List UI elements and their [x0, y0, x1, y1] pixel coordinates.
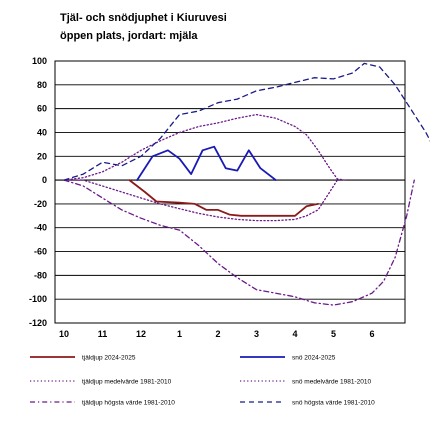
- legend-label-5: snö högsta värde 1981-2010: [292, 400, 375, 407]
- y-tick-label: -20: [34, 199, 47, 209]
- x-tick-label: 4: [292, 329, 297, 339]
- x-tick-label: 3: [254, 329, 259, 339]
- legend: tjäldjup 2024-2025 snö 2024-2025 tjäldjup …: [30, 355, 375, 407]
- gridlines: [55, 84, 405, 300]
- legend-label-3: snö medelvärde 1981-2010: [292, 379, 372, 386]
- y-tick-label: 40: [37, 127, 47, 137]
- y-tick-label: 0: [42, 175, 47, 185]
- y-axis-ticks: 100 80 60 40 20 0 -20 -40 -60 -80 -100 -120: [29, 56, 47, 328]
- chart-subtitle: öppen plats, jordart: mjäla: [60, 30, 198, 42]
- x-tick-label: 10: [59, 329, 69, 339]
- y-tick-label: -60: [34, 247, 47, 257]
- series-line-2: [63, 179, 338, 222]
- plot-area: [54, 60, 406, 324]
- y-tick-label: 80: [37, 80, 47, 90]
- series-line-5: [63, 62, 430, 181]
- y-tick-label: 60: [37, 104, 47, 114]
- series-lines: [63, 62, 430, 306]
- x-tick-label: 6: [369, 329, 374, 339]
- legend-label-0: tjäldjup 2024-2025: [82, 355, 136, 362]
- series-line-1: [136, 145, 277, 182]
- y-tick-label: 20: [37, 151, 47, 161]
- legend-label-1: snö 2024-2025: [292, 355, 336, 362]
- x-tick-label: 1: [177, 329, 182, 339]
- x-tick-label: 11: [98, 329, 108, 339]
- legend-label-4: tjäldjup högsta värde 1981-2010: [82, 400, 175, 407]
- y-tick-label: 100: [32, 56, 47, 66]
- y-tick-label: -80: [34, 270, 47, 280]
- legend-label-2: tjäldjup medelvärde 1981-2010: [82, 379, 172, 386]
- x-axis-ticks: 10 11 12 1 2 3 4 5 6: [59, 329, 375, 339]
- y-tick-label: -120: [29, 318, 47, 328]
- x-tick-label: 12: [136, 329, 146, 339]
- series-line-4: [63, 179, 415, 306]
- x-tick-label: 2: [215, 329, 220, 339]
- chart-title: Tjäl- och snödjuphet i Kiuruvesi: [60, 12, 227, 24]
- y-tick-label: -100: [29, 294, 47, 304]
- x-tick-label: 5: [331, 329, 336, 339]
- series-line-3: [63, 113, 346, 181]
- series-line-0: [128, 179, 320, 217]
- y-tick-label: -40: [34, 223, 47, 233]
